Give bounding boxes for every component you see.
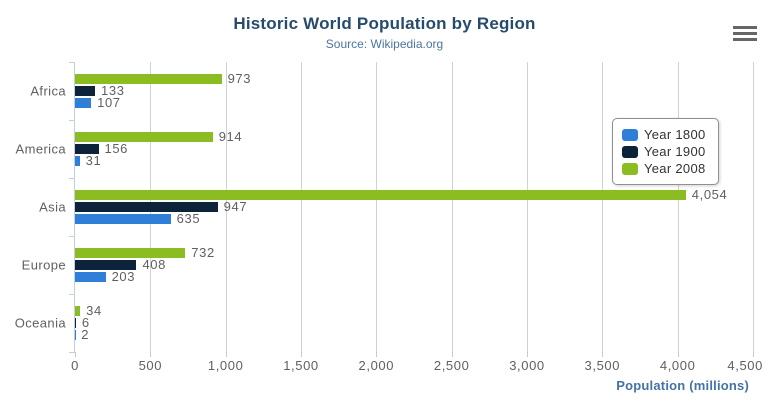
x-axis-tick-label: 3,500 — [584, 358, 621, 373]
x-axis-tick — [75, 352, 76, 357]
category-axis-tick — [69, 120, 75, 121]
category-axis-tick — [69, 294, 75, 295]
bar-value-label: 34 — [86, 303, 102, 318]
bar-value-label: 914 — [218, 129, 243, 144]
bar-value-label: 156 — [104, 141, 128, 156]
gridline — [225, 62, 227, 357]
gridline — [677, 62, 679, 357]
gridline — [301, 62, 302, 357]
bar-year-1900[interactable] — [75, 318, 76, 328]
x-axis-tick — [753, 352, 754, 357]
x-axis-tick-label: 2,500 — [433, 358, 470, 373]
x-axis-tick — [527, 352, 528, 357]
category-axis-line — [74, 62, 75, 352]
x-axis-tick-label: 3,000 — [509, 358, 545, 373]
legend: Year 1800 Year 1900 Year 2008 — [612, 118, 719, 185]
category-axis-tick — [69, 62, 75, 63]
category-axis-tick — [69, 352, 75, 353]
gridline — [376, 62, 378, 357]
bar-value-label: 408 — [142, 257, 166, 272]
category-label-asia: Asia — [39, 199, 66, 215]
category-label-africa: Africa — [30, 83, 66, 99]
chart-subtitle: Source: Wikipedia.org — [325, 37, 444, 51]
hamburger-bar — [733, 31, 757, 35]
bar-year-1900[interactable] — [75, 86, 96, 96]
x-axis-tick-label: 1,500 — [283, 358, 319, 373]
category-axis-tick — [69, 178, 75, 179]
gridline — [753, 62, 754, 357]
bar-year-2008[interactable] — [75, 190, 686, 200]
legend-item-year-1800[interactable]: Year 1800 — [622, 126, 706, 143]
category-row: 732 408 203 Europe — [22, 236, 753, 294]
bar-year-1800[interactable] — [75, 214, 171, 224]
x-axis-tick — [301, 352, 302, 357]
bar-year-2008[interactable] — [75, 306, 81, 316]
hamburger-menu-icon[interactable] — [731, 22, 759, 44]
bar-year-2008[interactable] — [75, 74, 222, 84]
x-axis-tick — [451, 352, 453, 357]
plot-area: 0 500 1,000 1,500 2,000 2,500 3,000 3,500 4,000 4… — [15, 62, 762, 373]
category-row: 973 133 107 Africa — [30, 62, 753, 120]
bar-year-1900[interactable] — [75, 260, 137, 270]
legend-label: Year 1800 — [644, 127, 706, 142]
bar-value-label: 203 — [111, 269, 136, 284]
hamburger-bar — [733, 37, 757, 41]
bar-value-label: 133 — [101, 83, 125, 98]
category-row: 34 6 2 Oceania — [15, 294, 753, 352]
x-axis-tick-label: 500 — [138, 358, 163, 373]
bar-year-1900[interactable] — [75, 202, 218, 212]
bar-value-label: 732 — [191, 245, 215, 260]
bar-year-1800[interactable] — [75, 156, 80, 166]
x-axis-tick-label: 4,500 — [727, 358, 763, 373]
x-axis-tick-label: 0 — [71, 358, 79, 373]
category-axis-tick — [69, 236, 75, 237]
gridline — [451, 62, 453, 357]
bar-value-label: 107 — [97, 95, 121, 110]
legend-swatch — [622, 128, 638, 141]
legend-item-year-1900[interactable]: Year 1900 — [622, 143, 706, 160]
x-axis-tick-label: 1,000 — [207, 358, 244, 373]
x-axis-tick — [602, 352, 604, 357]
bar-value-label: 973 — [227, 71, 252, 86]
bar-value-label: 6 — [81, 315, 90, 330]
bar-value-label: 947 — [223, 199, 248, 214]
bar-value-label: 635 — [176, 211, 201, 226]
category-label-europe: Europe — [21, 257, 66, 273]
bar-year-1800[interactable] — [75, 98, 92, 108]
x-axis-tick — [677, 352, 679, 357]
gridline — [602, 62, 604, 357]
chart-title: Historic World Population by Region — [233, 14, 536, 33]
bar-value-label: 2 — [81, 327, 90, 342]
x-axis-tick-label: 4,000 — [659, 358, 696, 373]
category-label-oceania: Oceania — [14, 315, 66, 331]
x-axis-tick-label: 2,000 — [358, 358, 395, 373]
x-axis-title: Population (millions) — [616, 378, 749, 393]
bar-year-1800[interactable] — [75, 272, 106, 282]
x-axis-tick — [225, 352, 227, 357]
category-label-america: America — [15, 141, 66, 157]
bar-value-label: 4,054 — [691, 187, 728, 202]
gridline — [527, 62, 528, 357]
legend-label: Year 1900 — [644, 144, 706, 159]
bar-year-2008[interactable] — [75, 132, 213, 142]
x-axis-tick — [376, 352, 378, 357]
category-row: 4,054 947 635 Asia — [39, 178, 753, 236]
bar-year-1900[interactable] — [75, 144, 99, 154]
bar-year-2008[interactable] — [75, 248, 186, 258]
bar-value-label: 31 — [85, 153, 102, 168]
category-row: 914 156 31 America — [16, 120, 753, 178]
legend-label: Year 2008 — [644, 161, 706, 176]
legend-item-year-2008[interactable]: Year 2008 — [622, 160, 706, 177]
legend-swatch — [622, 145, 638, 158]
hamburger-bar — [733, 25, 757, 29]
legend-swatch — [622, 162, 638, 175]
x-axis-tick — [150, 352, 152, 357]
